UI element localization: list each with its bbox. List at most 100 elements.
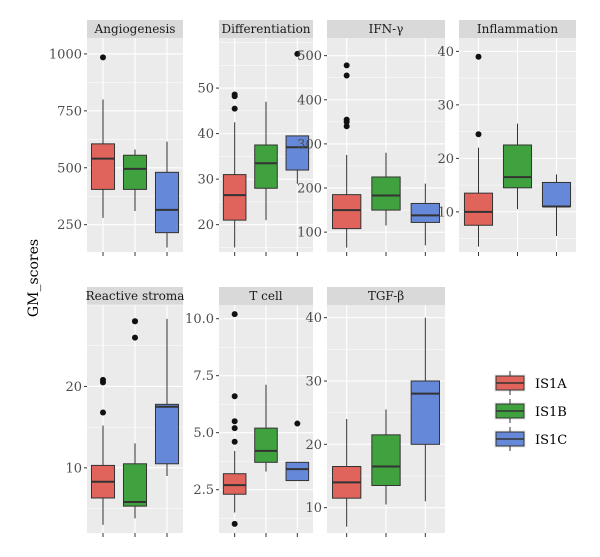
outlier-point — [132, 318, 138, 325]
box-body — [285, 135, 310, 171]
y-tick-label: 40 — [305, 311, 322, 326]
outlier-point — [231, 311, 238, 318]
box-body — [222, 174, 247, 221]
y-tick-label: 50 — [197, 82, 214, 97]
y-tick-label: 20 — [437, 152, 454, 167]
legend-item-IS1A: IS1A — [494, 371, 567, 395]
panel-title: IFN-γ — [369, 22, 404, 36]
y-tick-label: 5.0 — [193, 426, 214, 441]
box-IS1C — [154, 318, 180, 476]
box-body — [332, 194, 362, 230]
panels: Angiogenesis 250 500 750 1000 Differentiation… — [49, 20, 576, 537]
box-IS1C — [285, 420, 310, 482]
panel-3: Inflammation 10 20 30 40 — [437, 20, 576, 256]
outlier-point — [100, 376, 106, 383]
box-IS1A — [222, 311, 247, 527]
panel-title: Reactive stroma — [86, 289, 185, 303]
y-tick-label: 10 — [65, 461, 82, 476]
y-axis-label: GM_scores — [26, 239, 42, 317]
box-body — [254, 427, 278, 463]
outlier-point — [231, 425, 238, 432]
y-tick-label: 750 — [57, 104, 82, 119]
panel-title: Angiogenesis — [94, 22, 176, 36]
outlier-point — [231, 418, 238, 425]
box-body — [154, 403, 180, 465]
outlier-point — [231, 105, 238, 112]
outlier-point — [231, 438, 238, 445]
y-tick-label: 250 — [57, 218, 82, 233]
box-body — [410, 380, 440, 445]
outlier-point — [475, 131, 482, 138]
y-tick-label: 30 — [305, 375, 322, 390]
y-tick-label: 20 — [197, 218, 214, 233]
outlier-point — [475, 53, 482, 60]
strip-2 — [327, 20, 445, 38]
legend-label: IS1A — [535, 377, 567, 392]
panel-1: Differentiation 20 30 40 50 — [197, 20, 313, 256]
y-tick-label: 30 — [197, 173, 214, 188]
y-tick-label: 400 — [297, 93, 322, 108]
panel-2: IFN-γ 100 200 300 400 500 — [297, 20, 445, 256]
y-tick-label: 10 — [437, 205, 454, 220]
y-tick-label: 20 — [65, 380, 82, 395]
box-IS1C — [410, 317, 440, 502]
legend: IS1A IS1B IS1C — [494, 371, 567, 451]
panel-6: TGF-β 10 20 30 40 — [305, 287, 445, 537]
y-tick-label: 40 — [197, 127, 214, 142]
outlier-point — [100, 54, 106, 61]
box-IS1C — [541, 174, 572, 236]
outlier-point — [343, 116, 350, 123]
outlier-point — [231, 91, 238, 98]
y-tick-label: 10.0 — [185, 312, 214, 327]
strip-3 — [459, 20, 576, 38]
box-IS1A — [332, 419, 362, 527]
box-body — [371, 176, 401, 211]
panel-4: Reactive stroma 10 20 — [65, 287, 184, 537]
y-tick-label: 500 — [57, 161, 82, 176]
box-body — [502, 144, 533, 189]
legend-label: IS1B — [535, 405, 567, 420]
outlier-point — [343, 123, 350, 130]
box-body — [285, 461, 310, 482]
box-IS1B — [371, 152, 401, 226]
strip-6 — [327, 287, 445, 305]
outlier-point — [132, 334, 138, 341]
box-IS1A — [90, 54, 116, 218]
outlier-point — [294, 420, 301, 427]
box-body — [122, 154, 148, 190]
box-body — [122, 463, 148, 507]
outlier-point — [231, 520, 238, 527]
box-body — [222, 473, 247, 495]
y-tick-label: 200 — [297, 182, 322, 197]
box-IS1B — [122, 318, 148, 519]
panel-0: Angiogenesis 250 500 750 1000 — [49, 20, 183, 256]
box-IS1A — [90, 376, 116, 525]
box-IS1A — [222, 91, 247, 248]
box-IS1B — [371, 409, 401, 505]
strip-0 — [87, 20, 183, 38]
box-IS1A — [332, 62, 362, 248]
y-tick-label: 10 — [305, 501, 322, 516]
panel-title: T cell — [249, 289, 282, 303]
box-IS1C — [154, 141, 180, 248]
box-body — [154, 171, 180, 234]
box-IS1B — [254, 384, 278, 472]
y-tick-label: 20 — [305, 438, 322, 453]
y-tick-label: 100 — [297, 226, 322, 241]
strip-1 — [219, 20, 313, 38]
outlier-point — [294, 50, 301, 57]
box-body — [463, 192, 494, 226]
legend-item-IS1C: IS1C — [494, 427, 567, 451]
panel-5: T cell 2.5 5.0 7.5 10.0 — [185, 287, 313, 537]
y-tick-label: 7.5 — [193, 369, 214, 384]
box-IS1C — [285, 50, 310, 184]
panel-title: TGF-β — [368, 289, 404, 303]
strip-4 — [87, 287, 183, 305]
box-IS1A — [463, 53, 494, 247]
panel-title: Inflammation — [477, 22, 558, 36]
box-body — [410, 202, 440, 223]
legend-label: IS1C — [535, 433, 567, 448]
box-IS1B — [122, 149, 148, 212]
y-tick-label: 500 — [297, 49, 322, 64]
box-body — [371, 434, 401, 487]
